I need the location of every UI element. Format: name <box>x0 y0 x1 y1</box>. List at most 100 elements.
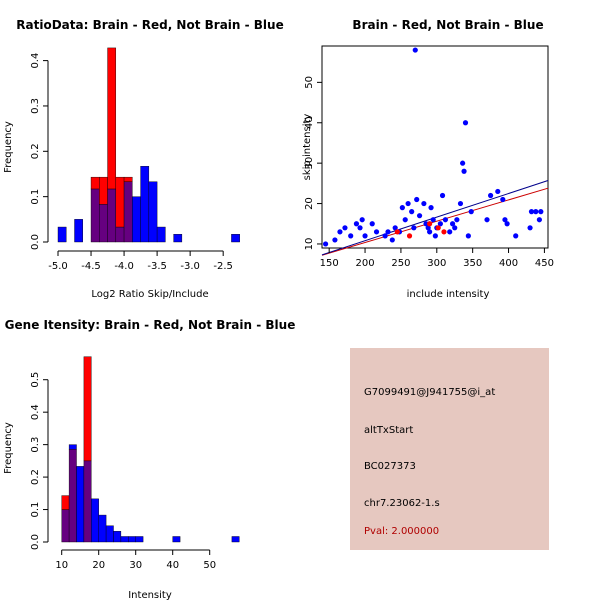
histogram-bar-not-brain <box>156 226 166 243</box>
ratio-histogram-xlabel: Log2 Ratio Skip/Include <box>91 289 208 300</box>
scatter-point-not-brain <box>427 229 433 235</box>
scatter-point-not-brain <box>488 192 494 199</box>
scatter-point-not-brain <box>409 209 415 215</box>
histogram-bar-not-brain <box>231 234 240 243</box>
y-tick-label: 0.4 <box>30 404 41 420</box>
scatter-point-not-brain <box>533 209 539 215</box>
scatter-point-not-brain <box>342 225 348 231</box>
scatter-point-not-brain <box>411 225 417 231</box>
y-tick-label: 20 <box>304 197 315 210</box>
y-tick-label: 0.1 <box>30 189 41 205</box>
histogram-bar-not-brain <box>128 536 136 543</box>
y-tick-label: 10 <box>304 238 315 251</box>
scatter-point-not-brain <box>402 217 408 223</box>
scatter-point-not-brain <box>439 192 446 199</box>
histogram-bar-not-brain <box>140 166 150 243</box>
x-tick-label: -3.0 <box>180 261 200 272</box>
x-tick-label: -4.5 <box>81 261 101 272</box>
scatter-point-not-brain <box>392 225 398 231</box>
histogram-bar-not-brain <box>135 536 144 543</box>
histogram-bar-not-brain <box>132 196 141 243</box>
scatter-point-not-brain <box>322 241 329 247</box>
x-tick-label: 20 <box>92 560 105 571</box>
scatter-point-not-brain <box>332 237 338 243</box>
y-tick-label: 0.4 <box>30 53 41 69</box>
histogram-bar-not-brain <box>173 234 183 243</box>
scatter-point-not-brain <box>369 221 375 227</box>
scatter-point-not-brain <box>461 168 467 174</box>
y-tick-label: 0.1 <box>30 502 41 518</box>
scatter-point-not-brain <box>416 213 423 219</box>
x-tick-label: -4.0 <box>114 261 134 272</box>
intensity-histogram-title: Gene Itensity: Brain - Red, Not Brain - … <box>5 318 296 332</box>
histogram-bar-not-brain <box>76 466 85 543</box>
scatter-point-not-brain <box>337 229 343 235</box>
scatter-ylabel: skip intensity <box>302 114 313 181</box>
ratio-histogram: RatioData: Brain - Red, Not Brain - Blue… <box>3 18 284 300</box>
scatter-point-not-brain <box>389 237 395 243</box>
scatter-point-not-brain <box>528 209 535 215</box>
x-tick-label: 250 <box>391 258 410 269</box>
histogram-bar-not-brain <box>113 531 122 543</box>
scatter-point-not-brain <box>437 221 443 227</box>
scatter-point-not-brain <box>468 209 474 215</box>
histogram-bar-overlap <box>61 509 70 543</box>
probe-info-panel: G7099491@J941755@i_at altTxStart BC02737… <box>350 348 549 550</box>
scatter-point-not-brain <box>385 229 391 235</box>
scatter-point-not-brain <box>460 160 466 166</box>
histogram-bar-brain <box>107 47 117 190</box>
y-tick-label: 40 <box>304 116 315 129</box>
locus: chr7.23062-1.s <box>364 498 440 509</box>
y-tick-label: 0.2 <box>30 469 41 485</box>
scatter-plot-box <box>321 45 549 249</box>
scatter-point-not-brain <box>502 217 508 223</box>
histogram-bar-brain <box>90 176 100 190</box>
scatter-point-brain <box>427 221 433 227</box>
x-tick-label: 300 <box>427 258 446 269</box>
histogram-bar-not-brain <box>98 514 107 543</box>
y-tick-label: 30 <box>304 157 315 170</box>
pval: Pval: 2.000000 <box>364 526 440 537</box>
histogram-bar-brain <box>61 495 70 510</box>
histogram-bar-not-brain <box>172 536 181 543</box>
histogram-bar-not-brain <box>74 219 83 243</box>
scatter-point-not-brain <box>465 233 471 239</box>
scatter-xlabel: include intensity <box>407 289 490 300</box>
fit-line-not-brain <box>321 180 549 256</box>
scatter-point-not-brain <box>414 196 420 203</box>
histogram-bar-brain <box>123 176 133 182</box>
histogram-bar-not-brain <box>231 536 240 543</box>
scatter-point-not-brain <box>430 217 436 223</box>
fit-line-brain <box>321 187 549 256</box>
histogram-bar-overlap <box>123 181 133 243</box>
histogram-bar-overlap <box>107 188 117 243</box>
intensity-scatter: Brain - Red, Not Brain - Blue include in… <box>302 18 554 300</box>
scatter-point-not-brain <box>432 233 438 239</box>
ratio-histogram-title: RatioData: Brain - Red, Not Brain - Blue <box>16 18 283 32</box>
x-tick-label: 50 <box>203 560 216 571</box>
histogram-bar-not-brain <box>68 444 77 450</box>
histogram-bar-brain <box>115 176 125 228</box>
scatter-point-not-brain <box>504 221 510 227</box>
x-tick-label: -3.5 <box>147 261 167 272</box>
histogram-bar-overlap <box>68 448 77 543</box>
scatter-point-not-brain <box>405 200 411 207</box>
scatter-point-not-brain <box>454 217 460 223</box>
y-tick-label: 50 <box>304 76 315 89</box>
histogram-bar-overlap <box>83 460 92 543</box>
x-tick-label: -5.0 <box>48 261 68 272</box>
scatter-point-not-brain <box>362 233 368 239</box>
x-tick-label: 200 <box>356 258 375 269</box>
y-tick-label: 0.5 <box>30 372 41 388</box>
x-tick-label: 450 <box>535 258 554 269</box>
scatter-point-not-brain <box>500 196 506 203</box>
scatter-point-not-brain <box>449 221 456 227</box>
scatter-point-not-brain <box>348 233 354 239</box>
histogram-bar-not-brain <box>57 226 67 243</box>
scatter-point-not-brain <box>513 233 519 239</box>
scatter-point-brain <box>435 225 441 231</box>
histogram-bar-brain <box>99 176 108 205</box>
scatter-point-not-brain <box>428 205 434 211</box>
scatter-point-not-brain <box>536 217 542 223</box>
